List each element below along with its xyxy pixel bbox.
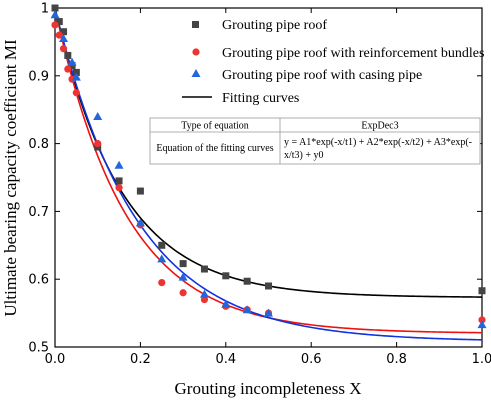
data-point-square	[55, 18, 63, 26]
data-point-circle	[64, 65, 72, 73]
equation-table: Type of equation ExpDec3 Equation of the…	[149, 117, 481, 165]
table-cell-equation-line-2: x/t3) + y0	[284, 150, 324, 161]
y-tick-label: 0.5	[28, 341, 49, 356]
x-tick-label: 0.2	[130, 352, 151, 367]
y-axis-title: Ultimate bearing capacity coefficient MI	[1, 39, 20, 317]
data-point-circle	[179, 289, 187, 297]
data-point-square	[64, 51, 72, 59]
y-tick-label: 0.8	[28, 137, 49, 152]
x-tick-label: 0.4	[215, 352, 236, 367]
legend-label-fitting: Fitting curves	[222, 91, 299, 106]
data-point-triangle	[59, 34, 69, 43]
legend-label-series-1: Grouting pipe roof	[222, 18, 327, 33]
legend: Grouting pipe roof Grouting pipe roof wi…	[182, 18, 484, 106]
data-point-square	[158, 241, 166, 249]
x-axis-title: Grouting incompleteness X	[175, 379, 362, 398]
x-tick-label: 0.6	[301, 352, 322, 367]
data-point-square	[136, 187, 144, 195]
data-point-triangle	[50, 10, 60, 19]
data-point-triangle	[264, 308, 273, 317]
legend-marker-circle	[192, 48, 200, 56]
data-point-circle	[158, 278, 166, 287]
y-tick-label: 0.6	[28, 273, 49, 288]
data-point-circle	[200, 295, 209, 304]
data-point-triangle	[135, 218, 145, 227]
data-point-circle	[478, 316, 486, 324]
table-cell-equation-label: Equation of the fitting curves	[156, 143, 273, 154]
data-point-square	[179, 260, 187, 268]
data-point-triangle	[477, 320, 487, 329]
fitting-curve-3	[54, 7, 483, 341]
x-tick-label: 0.0	[45, 352, 66, 367]
data-point-circle	[72, 89, 80, 97]
data-point-circle	[94, 140, 102, 148]
legend-marker-square	[192, 21, 199, 28]
data-point-square	[478, 287, 486, 295]
data-point-triangle	[67, 57, 77, 66]
data-point-circle	[115, 184, 123, 192]
data-point-square	[72, 68, 80, 76]
data-point-triangle	[114, 160, 124, 169]
table-cell-type-label: Type of equation	[181, 121, 249, 132]
data-point-square	[60, 28, 68, 36]
data-point-triangle	[93, 111, 103, 120]
data-point-square	[51, 4, 59, 12]
data-point-triangle	[178, 272, 188, 281]
data-point-square	[265, 282, 272, 290]
legend-label-series-2: Grouting pipe roof with reinforcement bu…	[222, 46, 484, 61]
data-point-square	[222, 272, 230, 280]
data-point-square	[243, 277, 251, 285]
legend-label-series-3: Grouting pipe roof with casing pipe	[222, 68, 422, 83]
y-tick-label: 1	[41, 2, 49, 17]
data-point-triangle	[71, 72, 81, 81]
data-point-triangle	[157, 254, 167, 263]
data-point-circle	[55, 31, 63, 39]
y-tick-label: 0.7	[28, 205, 49, 220]
legend-marker-triangle	[191, 69, 201, 77]
data-point-square	[115, 177, 123, 185]
data-point-circle	[59, 45, 68, 53]
y-tick-label: 0.9	[28, 69, 49, 84]
x-tick-label: 1.0	[472, 352, 491, 367]
data-point-circle	[51, 21, 59, 29]
table-cell-equation-line-1: y = A1*exp(-x/t1) + A2*exp(-x/t2) + A3*e…	[284, 137, 472, 148]
x-tick-label: 0.8	[386, 352, 407, 367]
data-point-square	[200, 265, 208, 273]
data-point-triangle	[199, 289, 209, 298]
table-cell-type-value: ExpDec3	[361, 121, 398, 132]
data-point-triangle	[242, 305, 252, 314]
data-point-triangle	[221, 299, 231, 308]
plot-area	[54, 7, 483, 348]
